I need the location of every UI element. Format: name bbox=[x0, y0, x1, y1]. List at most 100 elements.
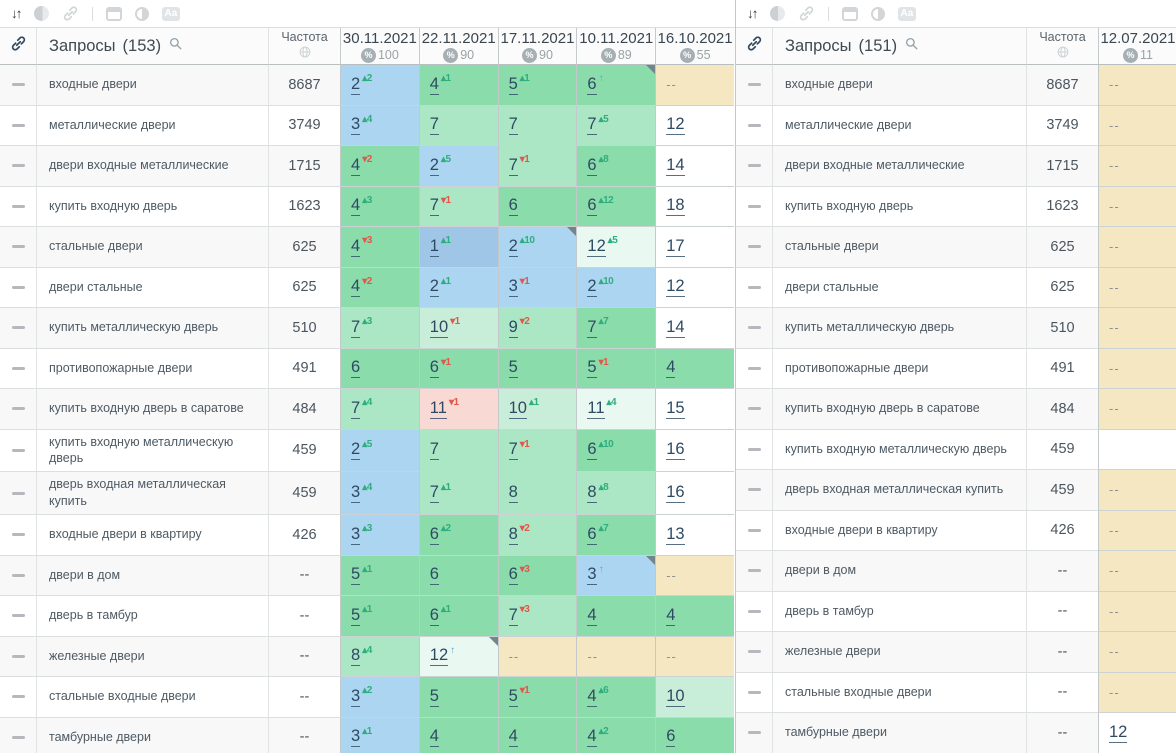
position-cell[interactable]: 7 ▴7 bbox=[576, 308, 656, 349]
row-drag-handle[interactable] bbox=[0, 472, 37, 515]
position-cell[interactable]: 6 ▾3 bbox=[497, 555, 577, 596]
position-cell[interactable]: 2 ▴2 bbox=[340, 65, 419, 106]
query-cell[interactable]: стальные входные двери bbox=[773, 673, 1026, 713]
position-cell[interactable]: 4 bbox=[418, 717, 498, 753]
position-cell[interactable]: 12 bbox=[655, 267, 734, 308]
row-drag-handle[interactable] bbox=[736, 429, 773, 470]
position-cell[interactable]: -- bbox=[1098, 551, 1176, 592]
position-cell[interactable]: 12 ↑ bbox=[418, 636, 498, 677]
position-cell[interactable]: -- bbox=[1098, 591, 1176, 632]
query-cell[interactable]: купить входную дверь в саратове bbox=[37, 389, 268, 430]
position-value[interactable]: 12 bbox=[666, 115, 685, 136]
row-drag-handle[interactable] bbox=[736, 591, 773, 632]
position-value[interactable]: 6 bbox=[587, 440, 597, 461]
position-cell[interactable]: 5 bbox=[497, 348, 577, 389]
search-icon[interactable] bbox=[168, 36, 183, 56]
query-cell[interactable]: купить входную металлическую дверь bbox=[773, 430, 1026, 470]
position-cell[interactable]: 10 ▴1 bbox=[497, 389, 577, 430]
date-column-header[interactable]: 22.11.2021% 90 bbox=[418, 28, 498, 65]
position-value[interactable]: 14 bbox=[666, 155, 685, 176]
position-value[interactable]: 6 bbox=[508, 565, 518, 586]
position-cell[interactable]: 8 ▴4 bbox=[340, 636, 419, 677]
position-cell[interactable]: 15 bbox=[655, 389, 734, 430]
position-value[interactable]: 7 bbox=[508, 605, 518, 626]
position-cell[interactable]: 10 bbox=[655, 677, 734, 718]
position-cell[interactable]: 5 ▾1 bbox=[497, 677, 577, 718]
position-value[interactable]: 5 bbox=[429, 686, 439, 707]
position-cell[interactable]: 12 bbox=[655, 105, 734, 146]
position-cell[interactable]: 6 bbox=[655, 717, 734, 753]
position-value[interactable]: 3 bbox=[508, 277, 518, 298]
position-cell[interactable]: -- bbox=[1098, 672, 1176, 713]
position-cell[interactable]: -- bbox=[1098, 65, 1176, 106]
row-drag-handle[interactable] bbox=[736, 267, 773, 308]
position-cell[interactable]: 4 ▴3 bbox=[340, 186, 419, 227]
position-cell[interactable]: 7 bbox=[497, 105, 577, 146]
position-value[interactable]: 1 bbox=[429, 236, 439, 257]
query-cell[interactable]: тамбурные двери bbox=[773, 713, 1026, 753]
position-cell[interactable]: 8 bbox=[497, 472, 577, 515]
position-cell[interactable]: -- bbox=[1098, 146, 1176, 187]
position-cell[interactable]: 5 ▴1 bbox=[340, 596, 419, 637]
position-cell[interactable]: -- bbox=[1098, 186, 1176, 227]
position-value[interactable]: 5 bbox=[351, 565, 361, 586]
window-icon[interactable] bbox=[841, 6, 858, 21]
position-value[interactable]: 5 bbox=[508, 74, 518, 95]
search-icon[interactable] bbox=[904, 36, 919, 56]
position-value[interactable]: 5 bbox=[508, 358, 518, 379]
position-cell[interactable]: 8 ▾2 bbox=[497, 515, 577, 556]
query-cell[interactable]: дверь в тамбур bbox=[37, 596, 268, 637]
position-value[interactable]: 7 bbox=[508, 155, 518, 176]
position-value[interactable]: 6 bbox=[508, 196, 518, 217]
position-cell[interactable]: 7 ▴4 bbox=[340, 389, 419, 430]
query-cell[interactable]: металлические двери bbox=[37, 106, 268, 146]
position-value[interactable]: 4 bbox=[587, 727, 597, 748]
position-cell[interactable]: 17 bbox=[655, 227, 734, 268]
position-value[interactable]: 10 bbox=[508, 398, 527, 419]
position-cell[interactable]: 5 ▴1 bbox=[497, 65, 577, 106]
row-drag-handle[interactable] bbox=[736, 470, 773, 511]
row-drag-handle[interactable] bbox=[0, 65, 37, 106]
date-column-header[interactable]: 17.11.2021% 90 bbox=[497, 28, 577, 65]
position-value[interactable]: 3 bbox=[587, 565, 597, 586]
position-cell[interactable]: 5 bbox=[418, 677, 498, 718]
position-cell[interactable]: 4 bbox=[576, 596, 656, 637]
position-value[interactable]: 9 bbox=[508, 317, 518, 338]
query-cell[interactable]: металлические двери bbox=[773, 106, 1026, 146]
position-cell[interactable]: 18 bbox=[655, 186, 734, 227]
position-value[interactable]: 4 bbox=[508, 727, 518, 748]
position-value[interactable]: 12 bbox=[587, 236, 606, 257]
position-cell[interactable]: 3 ▴4 bbox=[340, 105, 419, 146]
position-value[interactable]: 18 bbox=[666, 196, 685, 217]
row-drag-handle[interactable] bbox=[736, 551, 773, 592]
position-cell[interactable]: 4 ▾2 bbox=[340, 146, 419, 187]
position-value[interactable]: 10 bbox=[666, 686, 685, 707]
position-cell[interactable]: 6 bbox=[340, 348, 419, 389]
position-value[interactable]: 11 bbox=[429, 398, 447, 419]
row-drag-handle[interactable] bbox=[736, 389, 773, 430]
position-cell[interactable]: 7 ▴1 bbox=[418, 472, 498, 515]
row-drag-handle[interactable] bbox=[0, 717, 37, 753]
query-cell[interactable]: купить входную дверь bbox=[37, 187, 268, 227]
frequency-column-header[interactable]: Частота bbox=[1026, 28, 1098, 65]
position-value[interactable]: 16 bbox=[666, 440, 685, 461]
row-drag-handle[interactable] bbox=[736, 186, 773, 227]
position-cell[interactable]: 4 ▴2 bbox=[576, 717, 656, 753]
row-drag-handle[interactable] bbox=[736, 146, 773, 187]
queries-column-header[interactable]: Запросы (151) bbox=[773, 28, 1026, 65]
position-cell[interactable]: -- bbox=[655, 65, 734, 106]
position-value[interactable]: 2 bbox=[351, 440, 361, 461]
position-value[interactable]: 8 bbox=[508, 483, 518, 504]
position-value[interactable]: 7 bbox=[587, 317, 597, 338]
position-cell[interactable]: 11 ▴4 bbox=[576, 389, 656, 430]
position-cell[interactable]: 14 bbox=[655, 146, 734, 187]
position-cell[interactable]: 2 ▴10 bbox=[576, 267, 656, 308]
position-value[interactable]: 7 bbox=[587, 115, 597, 136]
position-cell[interactable]: 7 ▴5 bbox=[576, 105, 656, 146]
position-cell[interactable]: 2 ▴5 bbox=[418, 146, 498, 187]
position-value[interactable]: 8 bbox=[508, 524, 518, 545]
row-drag-handle[interactable] bbox=[0, 227, 37, 268]
row-drag-handle[interactable] bbox=[736, 348, 773, 389]
position-cell[interactable]: -- bbox=[1098, 348, 1176, 389]
row-drag-handle[interactable] bbox=[0, 146, 37, 187]
